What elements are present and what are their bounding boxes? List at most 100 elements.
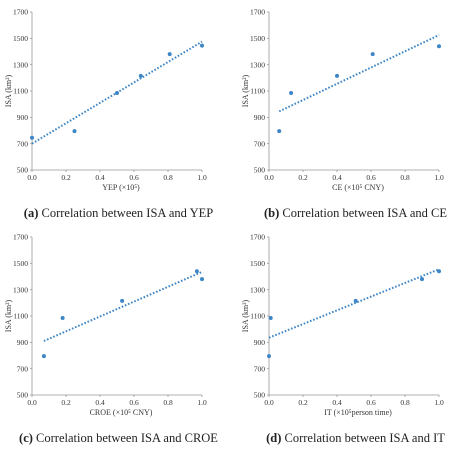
y-tick-label-b: 700 — [254, 139, 266, 148]
y-tick-label-b: 1100 — [250, 87, 265, 96]
x-tick-label-b: 0.0 — [264, 173, 274, 182]
scatter-chart-b: 500 700 900 1100 1300 1500 1700 0.0 0.2 0.4 0.6 0.8… — [241, 8, 444, 192]
x-tick-label-b: 0.8 — [400, 173, 410, 182]
y-tick-label-d: 900 — [254, 338, 266, 347]
scatter-chart-c: 500 700 900 1100 1300 1500 1700 0.0 0.2 0.4 0.6 0.8… — [4, 233, 207, 417]
data-point-d — [353, 298, 358, 303]
data-point-a — [72, 129, 77, 134]
y-axis-title-d: ISA (km²) — [241, 299, 250, 332]
data-point-a — [115, 90, 119, 95]
y-tick-label-c: 1100 — [13, 312, 28, 321]
trendline-b — [278, 34, 440, 113]
data-point-a — [30, 135, 34, 140]
y-tick-label-b: 900 — [254, 113, 266, 122]
caption-a: (a) Correlation between ISA and YEP — [0, 206, 237, 221]
data-point-c — [200, 277, 204, 282]
y-tick-label-b: 1300 — [250, 60, 265, 69]
y-tick-label-a: 500 — [17, 166, 29, 175]
y-tick-label-d: 1100 — [250, 312, 265, 321]
y-tick-label-d: 500 — [254, 391, 266, 400]
scatter-chart-a: 500 700 900 1100 1300 1500 1700 0.0 0.2 0.4 0.6 0.8… — [4, 8, 207, 192]
x-tick-label-d: 0.6 — [366, 398, 376, 407]
caption-c-text: Correlation between ISA and CROE — [36, 431, 218, 445]
data-point-a — [138, 73, 143, 78]
y-tick-label-c: 1500 — [13, 259, 28, 268]
panel-c: 500 700 900 1100 1300 1500 1700 0.0 0.2 0.4 0.6 0.8… — [0, 225, 237, 449]
panel-b: 500 700 900 1100 1300 1500 1700 0.0 0.2 0.4 0.6 0.8… — [237, 0, 474, 224]
caption-d-text: Correlation between ISA and IT — [284, 431, 445, 445]
y-tick-label-a: 1300 — [13, 60, 28, 69]
caption-c-letter: (c) — [19, 431, 33, 445]
trendline-c — [43, 270, 203, 342]
x-tick-label-d: 0.8 — [400, 398, 410, 407]
y-tick-label-b: 1700 — [250, 8, 265, 17]
data-point-b — [370, 52, 375, 57]
x-tick-label-a: 0.0 — [27, 173, 37, 182]
x-tick-label-d: 1.0 — [434, 398, 444, 407]
y-tick-label-d: 700 — [254, 364, 266, 373]
x-tick-label-c: 0.8 — [163, 398, 173, 407]
x-tick-label-c: 0.4 — [95, 398, 105, 407]
y-tick-label-a: 1700 — [13, 8, 28, 17]
data-point-d — [268, 315, 273, 320]
x-tick-label-d: 0.4 — [332, 398, 342, 407]
x-tick-label-a: 0.2 — [61, 173, 71, 182]
y-axis-title-a: ISA (km²) — [4, 74, 13, 107]
data-point-c — [41, 354, 46, 359]
y-tick-label-c: 500 — [17, 391, 29, 400]
data-point-c — [194, 269, 199, 274]
x-tick-label-b: 0.4 — [332, 173, 342, 182]
panel-d: 500 700 900 1100 1300 1500 1700 0.0 0.2 0.4 0.6 0.8… — [237, 225, 474, 449]
x-tick-label-d: 0.0 — [264, 398, 274, 407]
x-axis-title-c: CROE (×10⁵ CNY) — [90, 408, 153, 417]
x-tick-label-c: 1.0 — [197, 398, 207, 407]
data-point-b — [289, 90, 294, 95]
x-tick-label-a: 0.6 — [129, 173, 139, 182]
y-axis-title-b: ISA (km²) — [241, 74, 250, 107]
caption-b-letter: (b) — [264, 206, 280, 220]
data-point-a — [167, 52, 172, 57]
scatter-chart-d: 500 700 900 1100 1300 1500 1700 0.0 0.2 0.4 0.6 0.8… — [241, 233, 444, 417]
caption-c: (c) Correlation between ISA and CROE — [0, 431, 237, 446]
caption-b: (b) Correlation between ISA and CE — [237, 206, 474, 221]
x-tick-label-b: 0.6 — [366, 173, 376, 182]
x-tick-label-b: 0.2 — [298, 173, 308, 182]
x-tick-label-c: 0.2 — [61, 398, 71, 407]
y-tick-label-a: 1100 — [13, 87, 28, 96]
y-tick-label-b: 500 — [254, 166, 266, 175]
y-tick-label-b: 1500 — [250, 34, 265, 43]
panel-a: 500 700 900 1100 1300 1500 1700 0.0 0.2 0.4 0.6 0.8… — [0, 0, 237, 224]
x-tick-label-a: 1.0 — [197, 173, 207, 182]
y-tick-label-c: 700 — [17, 364, 29, 373]
y-tick-label-a: 700 — [17, 139, 29, 148]
x-tick-label-a: 0.8 — [163, 173, 173, 182]
trendline-d — [268, 268, 440, 339]
y-tick-label-c: 900 — [17, 338, 29, 347]
x-axis-title-d: IT (×10⁵person time) — [324, 408, 392, 417]
caption-d: (d) Correlation between ISA and IT — [237, 431, 474, 446]
y-tick-label-d: 1700 — [250, 233, 265, 242]
data-point-d — [420, 277, 424, 282]
y-tick-label-a: 1500 — [13, 34, 28, 43]
data-point-c — [60, 315, 65, 320]
y-tick-label-a: 900 — [17, 113, 29, 122]
x-axis-title-b: CE (×10⁵ CNY) — [332, 183, 384, 192]
data-point-b — [277, 129, 282, 134]
y-tick-label-c: 1300 — [13, 285, 28, 294]
data-point-c — [120, 298, 125, 303]
y-tick-label-c: 1700 — [13, 233, 28, 242]
data-point-b — [335, 73, 339, 78]
data-point-d — [437, 269, 441, 274]
data-point-a — [200, 43, 204, 48]
x-tick-label-a: 0.4 — [95, 173, 105, 182]
y-tick-label-d: 1500 — [250, 259, 265, 268]
x-tick-label-d: 0.2 — [298, 398, 308, 407]
caption-a-text: Correlation between ISA and YEP — [41, 206, 214, 220]
x-tick-label-c: 0.6 — [129, 398, 139, 407]
data-point-d — [267, 354, 271, 359]
x-tick-label-b: 1.0 — [434, 173, 444, 182]
data-point-b — [437, 44, 441, 49]
caption-d-letter: (d) — [266, 431, 282, 445]
x-axis-title-a: YEP (×10⁵) — [102, 183, 140, 192]
